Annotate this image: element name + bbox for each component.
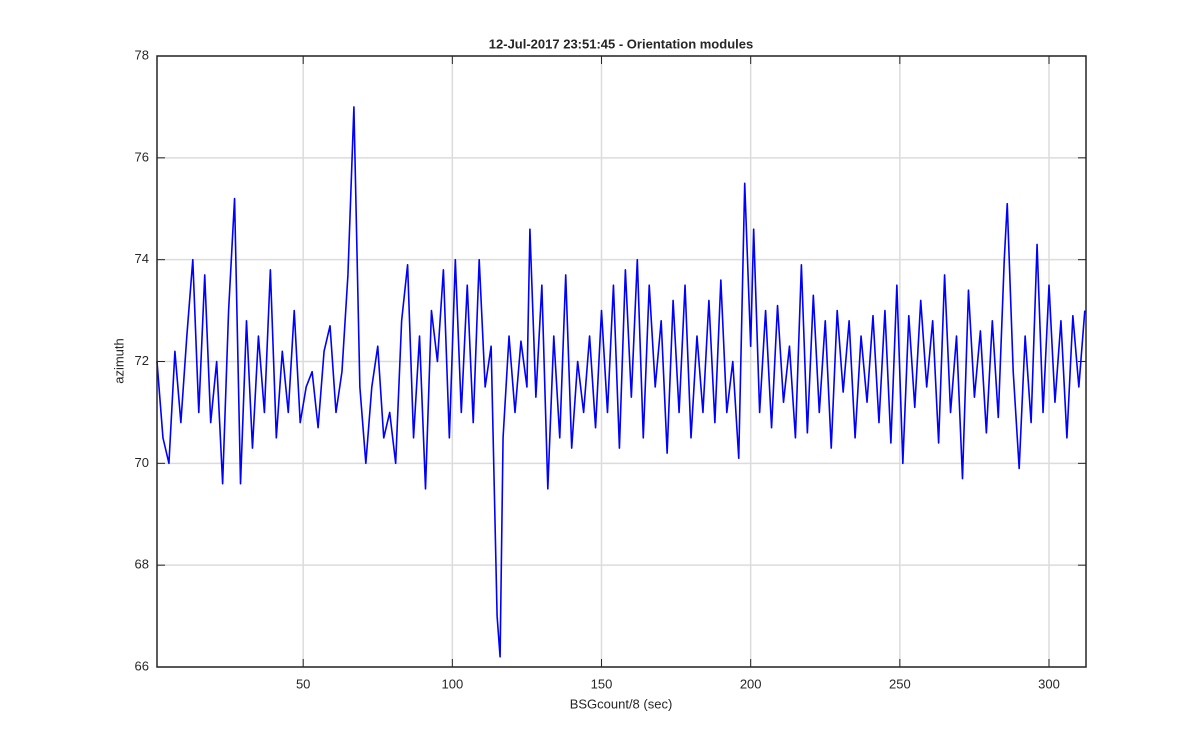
y-tick-label: 76 (135, 149, 149, 164)
plot-frame (156, 55, 1087, 668)
y-tick-label: 68 (135, 557, 149, 572)
x-axis-label: BSGcount/8 (sec) (570, 696, 673, 711)
y-tick-label: 66 (135, 658, 149, 673)
y-tick-label: 74 (135, 251, 149, 266)
chart-title: 12-Jul-2017 23:51:45 - Orientation modul… (489, 36, 753, 51)
x-tick-label: 200 (740, 676, 762, 691)
y-tick-label: 78 (135, 47, 149, 62)
x-tick-label: 250 (889, 676, 911, 691)
y-axis-label: azimuth (111, 338, 126, 384)
x-tick-label: 300 (1038, 676, 1060, 691)
x-tick-label: 100 (441, 676, 463, 691)
data-line (156, 106, 1086, 658)
y-tick-label: 70 (135, 455, 149, 470)
y-tick-label: 72 (135, 353, 149, 368)
x-tick-label: 50 (296, 676, 310, 691)
x-tick-label: 150 (591, 676, 613, 691)
